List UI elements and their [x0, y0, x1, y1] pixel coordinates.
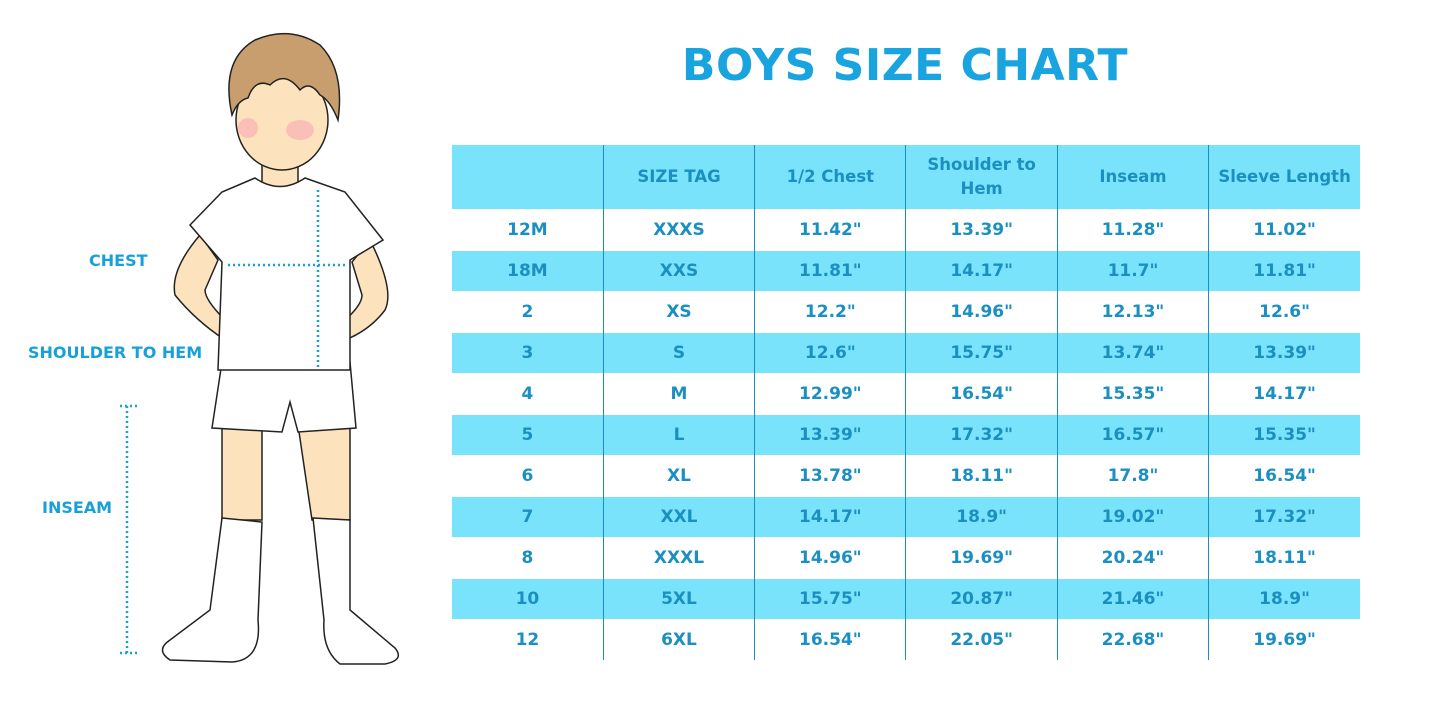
table-cell: 14.17": [905, 250, 1058, 292]
table-cell: 17.32": [1208, 496, 1360, 538]
table-cell: 15.75": [905, 332, 1058, 374]
table-row: 12M XXXS 11.42" 13.39" 11.28" 11.02": [452, 209, 1360, 251]
table-cell: 13.39": [754, 414, 906, 456]
table-row: 18M XXS 11.81" 14.17" 11.7" 11.81": [452, 250, 1360, 292]
table-cell: 19.69": [905, 537, 1058, 579]
table-cell: 18.11": [905, 455, 1058, 497]
table-cell: 12.6": [1208, 291, 1360, 333]
table-cell: 12.6": [754, 332, 906, 374]
header-cell: Shoulder to Hem: [905, 145, 1058, 210]
table-cell: 19.02": [1056, 496, 1209, 538]
table-cell: 14.96": [754, 537, 906, 579]
header-cell: Inseam: [1056, 145, 1209, 210]
header-cell: Sleeve Length: [1208, 145, 1360, 210]
table-cell: 15.75": [754, 578, 906, 620]
table-cell: 6XL: [602, 619, 755, 660]
table-row: 4 M 12.99" 16.54" 15.35" 14.17": [452, 373, 1360, 415]
table-cell: XXXL: [602, 537, 755, 579]
table-cell: 12.2": [754, 291, 906, 333]
table-cell: 16.57": [1056, 414, 1209, 456]
table-cell: 15.35": [1208, 414, 1360, 456]
table-row: 3 S 12.6" 15.75" 13.74" 13.39": [452, 332, 1360, 374]
table-row: 8 XXXL 14.96" 19.69" 20.24" 18.11": [452, 537, 1360, 579]
table-cell: XXS: [602, 250, 755, 292]
table-row: 6 XL 13.78" 18.11" 17.8" 16.54": [452, 455, 1360, 497]
table-cell: 7: [452, 496, 604, 538]
shoulder-to-hem-label: SHOULDER TO HEM: [28, 343, 203, 362]
table-cell: 20.87": [905, 578, 1058, 620]
table-cell: 6: [452, 455, 604, 497]
table-cell: 18.11": [1208, 537, 1360, 579]
table-cell: 5XL: [602, 578, 755, 620]
table-header-row: SIZE TAG 1/2 Chest Shoulder to Hem Insea…: [452, 145, 1360, 210]
table-cell: 10: [452, 578, 604, 620]
table-cell: 13.78": [754, 455, 906, 497]
table-row: 2 XS 12.2" 14.96" 12.13" 12.6": [452, 291, 1360, 333]
table-cell: 11.28": [1056, 209, 1209, 251]
table-cell: 11.42": [754, 209, 906, 251]
table-cell: 21.46": [1056, 578, 1209, 620]
table-cell: XL: [602, 455, 755, 497]
table-cell: 4: [452, 373, 604, 415]
boy-illustration: [120, 32, 400, 665]
table-cell: XS: [602, 291, 755, 333]
table-cell: XXL: [602, 496, 755, 538]
table-cell: 2: [452, 291, 604, 333]
table-cell: 3: [452, 332, 604, 374]
table-cell: 11.02": [1208, 209, 1360, 251]
table-cell: 13.39": [905, 209, 1058, 251]
table-cell: 14.17": [754, 496, 906, 538]
table-cell: 11.81": [1208, 250, 1360, 292]
table-cell: 14.17": [1208, 373, 1360, 415]
table-cell: 8: [452, 537, 604, 579]
table-row: 10 5XL 15.75" 20.87" 21.46" 18.9": [452, 578, 1360, 620]
header-cell: SIZE TAG: [602, 145, 755, 210]
table-cell: 12.13": [1056, 291, 1209, 333]
table-cell: 22.68": [1056, 619, 1209, 660]
inseam-label: INSEAM: [42, 498, 113, 517]
table-cell: M: [602, 373, 755, 415]
table-cell: 18M: [452, 250, 604, 292]
table-cell: 12.99": [754, 373, 906, 415]
table-cell: 12: [452, 619, 604, 660]
table-cell: 18.9": [1208, 578, 1360, 620]
table-cell: 17.32": [905, 414, 1058, 456]
table-cell: 16.54": [905, 373, 1058, 415]
page-title: BOYS SIZE CHART: [681, 40, 1129, 91]
table-cell: 13.74": [1056, 332, 1209, 374]
table-row: 7 XXL 14.17" 18.9" 19.02" 17.32": [452, 496, 1360, 538]
table-cell: S: [602, 332, 755, 374]
table-cell: L: [602, 414, 755, 456]
table-cell: 13.39": [1208, 332, 1360, 374]
table-cell: 16.54": [754, 619, 906, 660]
header-cell: 1/2 Chest: [754, 145, 906, 210]
table-cell: 11.81": [754, 250, 906, 292]
table-row: 5 L 13.39" 17.32" 16.57" 15.35": [452, 414, 1360, 456]
size-table: SIZE TAG 1/2 Chest Shoulder to Hem Insea…: [452, 145, 1360, 660]
table-cell: 16.54": [1208, 455, 1360, 497]
table-cell: XXXS: [602, 209, 755, 251]
table-cell: 19.69": [1208, 619, 1360, 660]
table-cell: 5: [452, 414, 604, 456]
table-cell: 11.7": [1056, 250, 1209, 292]
table-row: 12 6XL 16.54" 22.05" 22.68" 19.69": [452, 619, 1360, 660]
table-cell: 14.96": [905, 291, 1058, 333]
table-cell: 18.9": [905, 496, 1058, 538]
table-cell: 12M: [452, 209, 604, 251]
table-cell: 22.05": [905, 619, 1058, 660]
table-cell: 20.24": [1056, 537, 1209, 579]
table-cell: 15.35": [1056, 373, 1209, 415]
chest-label: CHEST: [89, 251, 148, 270]
table-cell: 17.8": [1056, 455, 1209, 497]
header-cell: [452, 145, 604, 210]
